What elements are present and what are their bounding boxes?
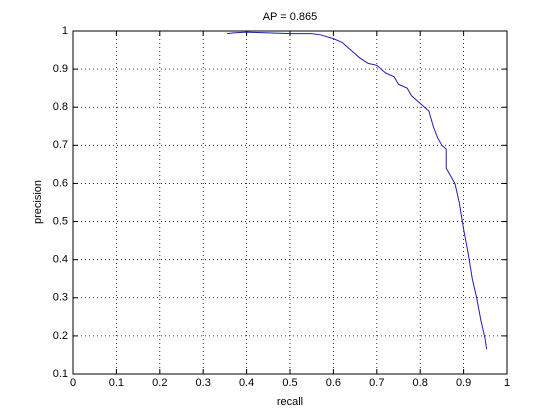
y-tick-label: 0.5 (53, 215, 68, 227)
y-tick-label: 0.4 (53, 254, 68, 266)
x-tick-label: 0.6 (326, 377, 341, 389)
y-tick-label: 0.8 (53, 101, 68, 113)
x-tick-label: 0.1 (109, 377, 124, 389)
x-tick-label: 0.9 (456, 377, 471, 389)
plot-frame (72, 30, 508, 375)
x-axis-label: recall (277, 396, 303, 408)
y-tick-label: 0.9 (53, 63, 68, 75)
y-tick-label: 0.3 (53, 292, 68, 304)
y-tick-label: 0.7 (53, 139, 68, 151)
x-tick-label: 0.4 (239, 377, 254, 389)
x-tick-label: 1 (504, 377, 510, 389)
x-tick-label: 0 (70, 377, 76, 389)
x-tick-label: 0.2 (152, 377, 167, 389)
chart-title: AP = 0.865 (263, 11, 318, 23)
y-tick-label: 0.6 (53, 177, 68, 189)
x-tick-label: 0.7 (369, 377, 384, 389)
x-tick-label: 0.3 (196, 377, 211, 389)
y-tick-label: 0.2 (53, 330, 68, 342)
x-tick-label: 0.8 (413, 377, 428, 389)
pr-curve (227, 31, 488, 350)
y-tick-label: 0.1 (53, 368, 68, 380)
x-tick-label: 0.5 (282, 377, 297, 389)
y-tick-label: 1 (62, 25, 68, 37)
y-axis-label: precision (32, 180, 44, 224)
